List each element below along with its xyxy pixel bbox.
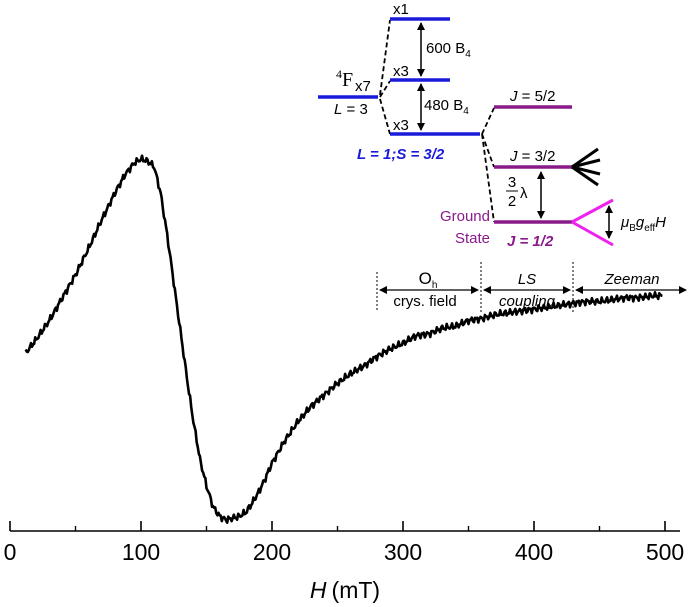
zeeman-branch-down <box>571 220 614 247</box>
spectrum-line <box>24 154 663 524</box>
j-3-2-fan-lower <box>571 165 599 187</box>
cf-connector-upper <box>379 19 391 96</box>
x-tick-label: 400 <box>515 539 553 565</box>
zeeman-branch-up <box>571 198 614 224</box>
spectrum-plot <box>24 154 663 524</box>
ground-triplet-label: L = 1;S = 3/2 <box>357 146 445 163</box>
j-3-2-label: J = 3/2 <box>509 148 555 165</box>
ground-state-line2: State <box>455 230 490 247</box>
lambda-symbol: λ <box>520 185 528 202</box>
x-tick-label: 0 <box>4 539 17 565</box>
energy-level-diagram: 4F x7 L = 3 x1 x3 x3 600 B4 480 B4 L = 1… <box>318 1 687 312</box>
lambda-numerator: 3 <box>508 174 516 191</box>
x-tick-label: 100 <box>122 539 160 565</box>
x-tick-label: 500 <box>646 539 684 565</box>
x-axis: 0 100 200 300 400 500 H (mT) <box>4 521 684 603</box>
j-3-2-fan-upper <box>571 147 599 169</box>
cf-level-x3-upper-label: x3 <box>393 63 409 80</box>
j-5-2-label: J = 5/2 <box>509 88 555 105</box>
ls-connector-middle <box>481 133 495 168</box>
lambda-denominator: 2 <box>508 193 516 210</box>
term-l-label: L = 3 <box>334 101 368 118</box>
term-4f-label: 4F <box>336 67 353 91</box>
gap-480-label: 480 B4 <box>424 97 469 117</box>
cf-level-x3-lower-label: x3 <box>393 117 409 134</box>
x-ticks: 0 100 200 300 400 500 <box>4 521 684 565</box>
region-zeeman-label: Zeeman <box>603 271 659 288</box>
ls-connector-lower <box>481 133 495 223</box>
region-ls-label: LS <box>518 271 536 288</box>
ground-state-line1: Ground <box>440 208 490 225</box>
zeeman-label: μBgeffH <box>620 214 666 234</box>
region-oh-label: Oh <box>419 269 438 291</box>
j-3-2-fan-mid-upper <box>571 158 601 169</box>
cf-connector-middle <box>379 80 391 98</box>
gap-600-label: 600 B4 <box>426 40 471 60</box>
x-axis-title: H (mT) <box>310 577 380 603</box>
ls-connector-upper <box>481 107 495 135</box>
x-tick-label: 200 <box>253 539 291 565</box>
region-crys-label: crys. field <box>393 293 456 310</box>
j-3-2-fan-mid-lower <box>571 165 601 176</box>
region-coupling-label: coupling <box>499 293 556 310</box>
x-tick-label: 300 <box>384 539 422 565</box>
cf-level-x1-label: x1 <box>393 1 409 18</box>
j-1-2-label: J = 1/2 <box>507 233 554 250</box>
cf-connector-lower <box>379 98 391 135</box>
term-4f-degeneracy: x7 <box>355 78 371 95</box>
